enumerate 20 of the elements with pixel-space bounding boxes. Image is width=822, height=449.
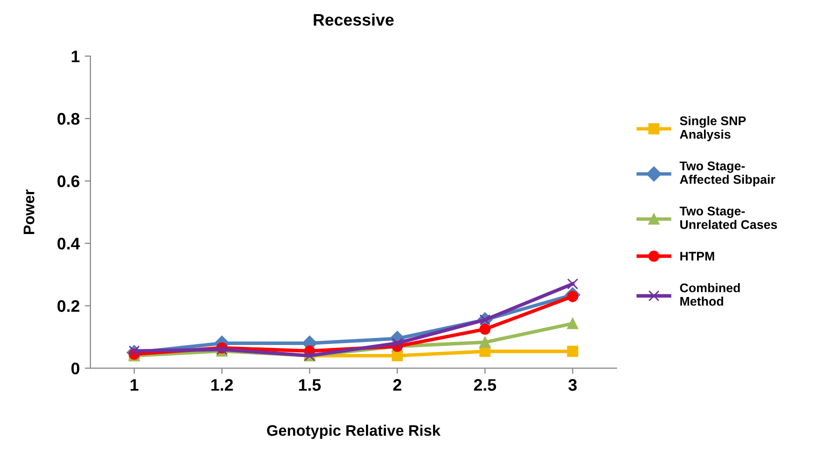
x-tick-label: 1.2 xyxy=(211,379,233,391)
x-tick-label: 1 xyxy=(130,379,138,391)
x-tick-label: 2 xyxy=(393,379,402,391)
x-tick-label: 3 xyxy=(568,379,577,391)
legend-label: Two Stage- Affected Sibpair xyxy=(680,162,776,186)
legend-label: Single SNP Analysis xyxy=(680,116,746,142)
x-axis-title: Genotypic Relative Risk xyxy=(267,424,441,439)
y-tick-label: 0.8 xyxy=(57,112,80,125)
y-tick-label: 0 xyxy=(71,362,80,374)
x-tick-label: 2.5 xyxy=(474,379,496,391)
y-tick-label: 0.2 xyxy=(57,300,80,312)
legend-label: Two Stage- Unrelated Cases xyxy=(680,206,777,229)
y-axis-title: Power xyxy=(24,189,34,234)
y-tick-label: 0.6 xyxy=(57,175,80,188)
legend-label: Combined Method xyxy=(680,283,740,306)
y-tick-label: 0.4 xyxy=(57,238,80,250)
x-tick-label: 1.5 xyxy=(299,379,321,391)
legend-label: HTPM xyxy=(680,252,714,261)
chart-title: Recessive xyxy=(314,13,394,26)
y-tick-label: 1 xyxy=(72,50,80,62)
